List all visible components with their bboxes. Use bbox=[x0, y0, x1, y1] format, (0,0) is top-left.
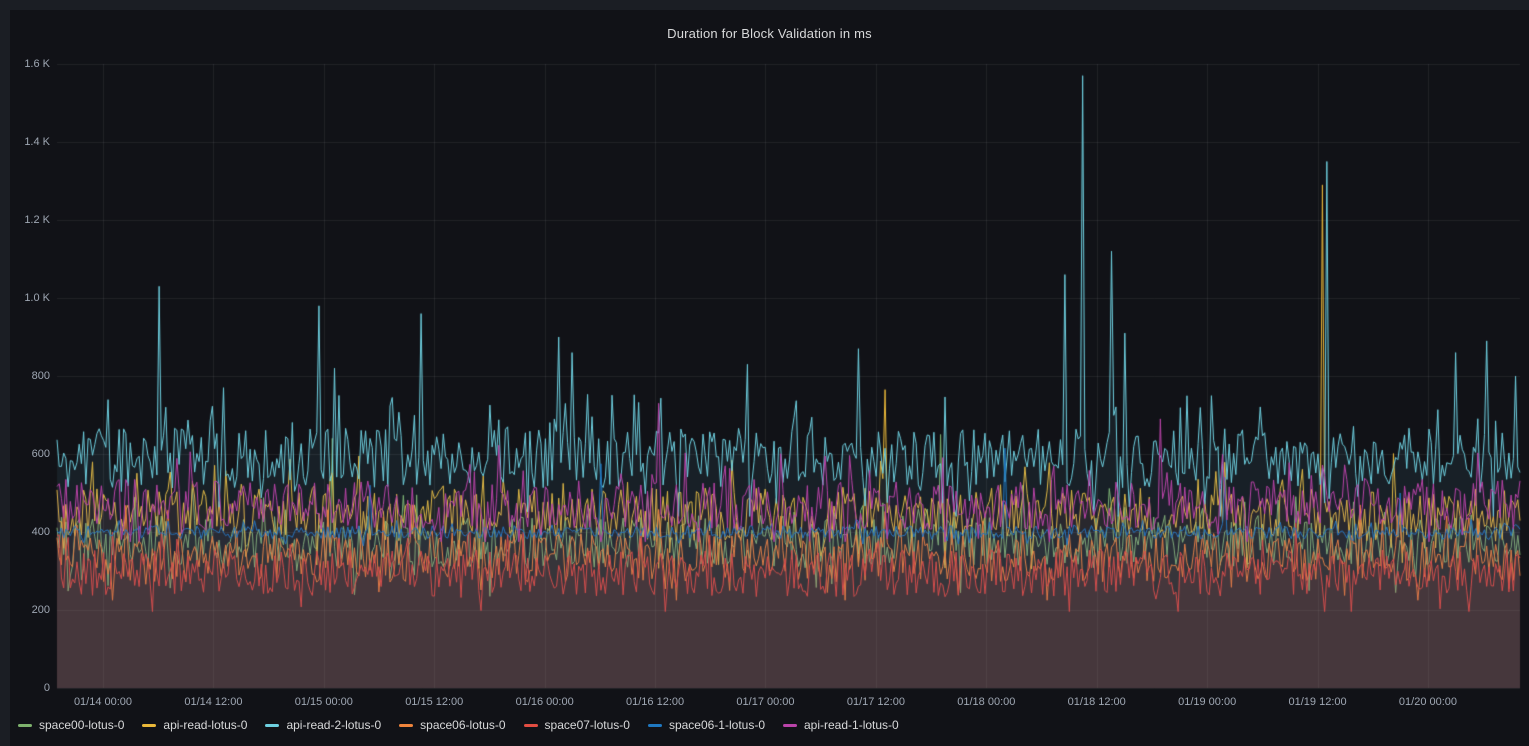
legend-series-swatch bbox=[399, 723, 414, 727]
legend-item[interactable]: space06-1-lotus-0 bbox=[647, 718, 765, 732]
legend-series-label: api-read-2-lotus-0 bbox=[286, 718, 382, 732]
legend-series-swatch bbox=[142, 723, 157, 727]
legend-item[interactable]: api-read-1-lotus-0 bbox=[783, 718, 899, 732]
legend-item[interactable]: api-read-lotus-0 bbox=[142, 718, 247, 732]
legend-series-swatch bbox=[647, 723, 662, 727]
legend-series-label: api-read-lotus-0 bbox=[163, 718, 248, 732]
timeseries-chart-canvas[interactable] bbox=[10, 10, 1529, 746]
legend-item[interactable]: space06-lotus-0 bbox=[399, 718, 506, 732]
grafana-panel: Duration for Block Validation in ms 0200… bbox=[10, 10, 1529, 746]
legend-series-label: space00-lotus-0 bbox=[39, 718, 125, 732]
legend-series-swatch bbox=[783, 723, 797, 727]
legend-series-label: api-read-1-lotus-0 bbox=[804, 718, 899, 732]
legend-series-label: space06-1-lotus-0 bbox=[668, 718, 765, 732]
legend-series-label: space06-lotus-0 bbox=[420, 718, 506, 732]
legend-series-swatch bbox=[523, 723, 538, 727]
legend-series-swatch bbox=[265, 723, 280, 727]
legend-series-label: space07-lotus-0 bbox=[544, 718, 630, 732]
legend: space00-lotus-0 api-read-lotus-0 api-read-… bbox=[18, 718, 1521, 732]
legend-item[interactable]: space07-lotus-0 bbox=[523, 718, 630, 732]
legend-item[interactable]: space00-lotus-0 bbox=[18, 718, 124, 732]
legend-series-swatch bbox=[18, 723, 32, 727]
legend-item[interactable]: api-read-2-lotus-0 bbox=[265, 718, 381, 732]
